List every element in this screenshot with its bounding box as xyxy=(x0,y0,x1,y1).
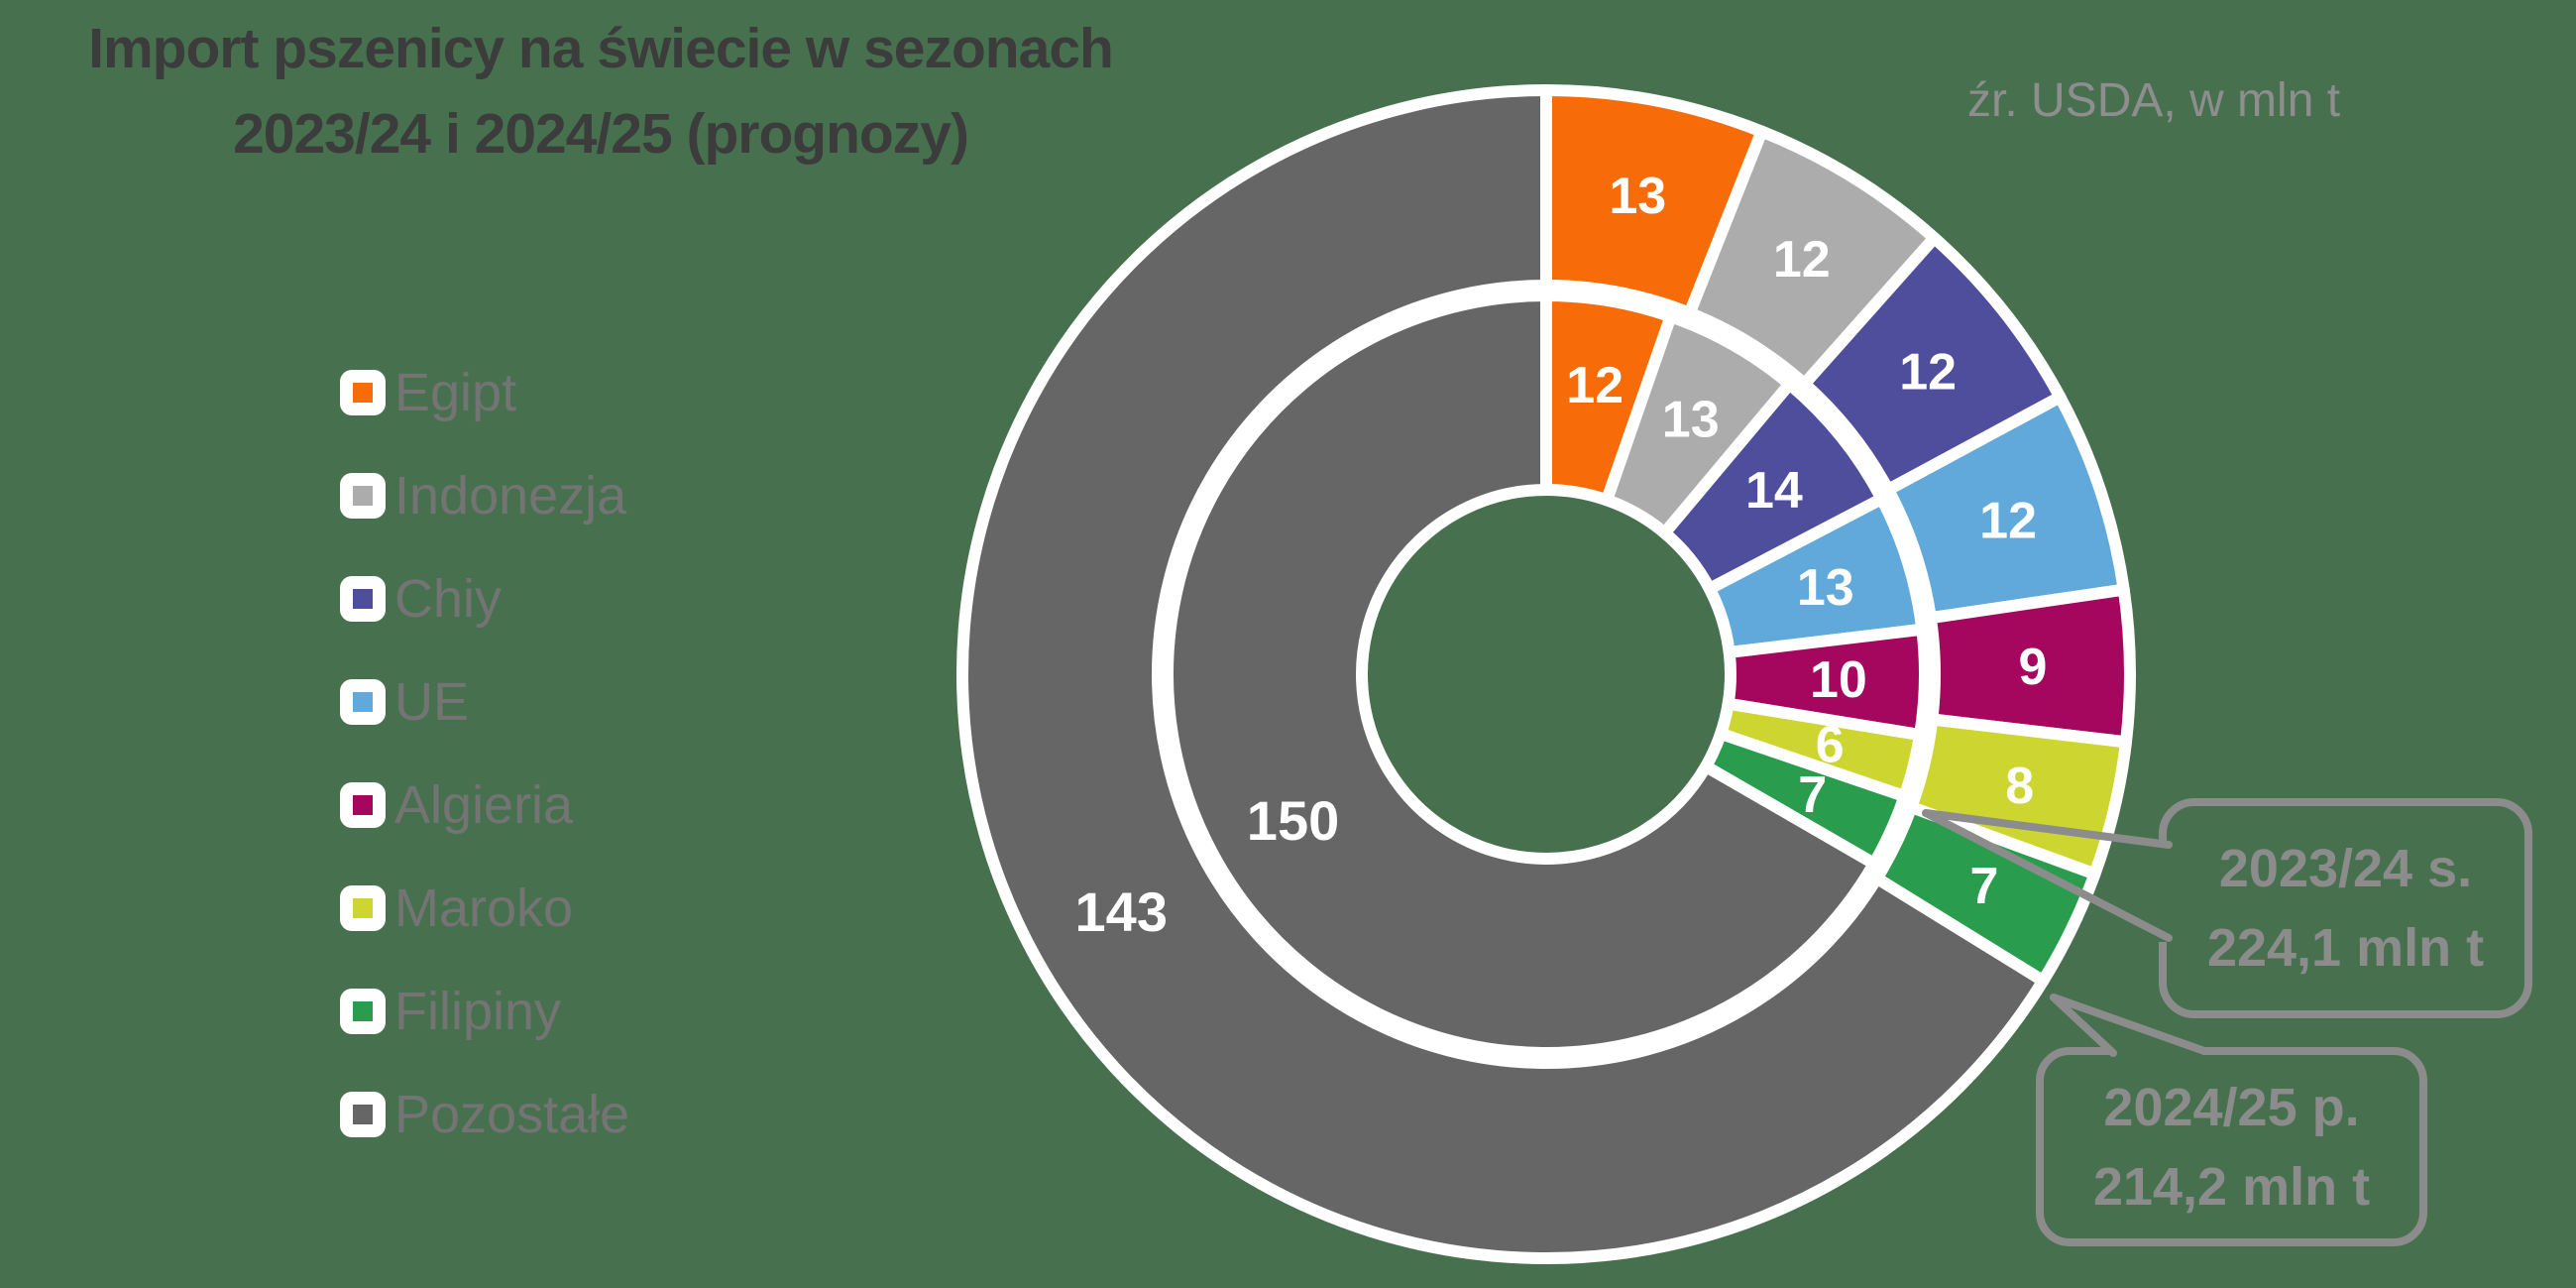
legend-item-filipiny: Filipiny xyxy=(340,982,629,1041)
legend-swatch-color xyxy=(353,692,373,712)
callout-leader-line xyxy=(2050,994,2208,1055)
source-note: źr. USDA, w mln t xyxy=(1967,74,2341,127)
legend-label: Egipt xyxy=(394,363,517,422)
legend-item-chiny: Chiy xyxy=(340,569,629,629)
legend-swatch-color xyxy=(353,1105,373,1124)
legend-swatch-color xyxy=(353,1001,373,1021)
segment-value-label: 150 xyxy=(1247,789,1339,852)
legend-swatch-icon xyxy=(340,679,386,725)
callout-leader-line xyxy=(1922,809,2173,942)
legend-swatch-icon xyxy=(340,370,386,415)
legend-swatch-icon xyxy=(340,1092,386,1137)
legend-swatch-color xyxy=(353,898,373,918)
legend-label: Indonezja xyxy=(394,466,627,526)
chart-title-line1: Import pszenicy na świecie w sezonach xyxy=(88,17,1114,80)
legend-label: Filipiny xyxy=(394,982,562,1041)
legend-swatch-icon xyxy=(340,576,386,622)
legend-label: Chiy xyxy=(394,569,503,629)
segment-value-label: 13 xyxy=(1609,168,1666,225)
legend-swatch-color xyxy=(353,795,373,815)
segment-value-label: 14 xyxy=(1745,462,1803,520)
legend-item-algieria: Algieria xyxy=(340,775,629,835)
callout-tail-gap xyxy=(2155,847,2171,942)
segment-value-label: 12 xyxy=(1566,357,1624,414)
callout-tail-gap xyxy=(2111,1043,2202,1059)
callout-leader-line xyxy=(1922,809,2173,849)
callout-season-label: 2023/24 s. xyxy=(2218,839,2473,898)
segment-value-label: 8 xyxy=(2005,758,2034,815)
legend-item-ue: UE xyxy=(340,672,629,732)
callout-2024-25: 2024/25 p. 214,2 mln t xyxy=(2040,1051,2423,1242)
legend-label: Maroko xyxy=(394,878,574,938)
segment-value-label: 9 xyxy=(2018,639,2047,696)
segment-value-label: 143 xyxy=(1075,880,1168,943)
segment-value-label: 6 xyxy=(1816,716,1845,773)
segment-pozostałe-inner xyxy=(1162,290,1880,1059)
legend-label: Pozostałe xyxy=(394,1085,630,1144)
callout-total-value: 214,2 mln t xyxy=(2092,1156,2371,1217)
chart-title: Import pszenicy na świecie w sezonach 20… xyxy=(16,6,1185,176)
segment-value-label: 12 xyxy=(1979,493,2037,550)
legend-item-maroko: Maroko xyxy=(340,878,629,938)
legend: Egipt Indonezja Chiy UE Algieria Maroko … xyxy=(340,363,629,1195)
legend-item-pozostale: Pozostałe xyxy=(340,1085,629,1144)
segment-value-label: 13 xyxy=(1797,559,1854,617)
legend-swatch-icon xyxy=(340,989,386,1034)
segment-value-label: 7 xyxy=(1798,766,1827,824)
segment-value-label: 7 xyxy=(1969,858,1998,915)
callout-total-value: 224,1 mln t xyxy=(2206,918,2485,978)
callout-leader-line xyxy=(2050,994,2117,1057)
legend-swatch-color xyxy=(353,589,373,609)
segment-value-label: 13 xyxy=(1662,391,1720,448)
segment-pozostałe-outer xyxy=(956,84,2050,1264)
callout-border-2024-25 xyxy=(2036,1047,2427,1246)
legend-label: Algieria xyxy=(394,775,574,835)
legend-swatch-icon xyxy=(340,473,386,519)
legend-swatch-color xyxy=(353,486,373,506)
legend-item-indonezja: Indonezja xyxy=(340,466,629,526)
legend-swatch-color xyxy=(353,383,373,403)
callout-season-label: 2024/25 p. xyxy=(2103,1077,2360,1137)
legend-item-egipt: Egipt xyxy=(340,363,629,422)
segment-value-label: 12 xyxy=(1899,343,1957,401)
legend-label: UE xyxy=(394,672,470,732)
callout-2023-24: 2023/24 s. 224,1 mln t xyxy=(2163,802,2528,1014)
chart-title-line2: 2023/24 i 2024/25 (prognozy) xyxy=(233,102,969,166)
segment-value-label: 10 xyxy=(1810,651,1867,709)
segment-value-label: 12 xyxy=(1773,231,1831,289)
legend-swatch-icon xyxy=(340,782,386,828)
legend-swatch-icon xyxy=(340,885,386,931)
